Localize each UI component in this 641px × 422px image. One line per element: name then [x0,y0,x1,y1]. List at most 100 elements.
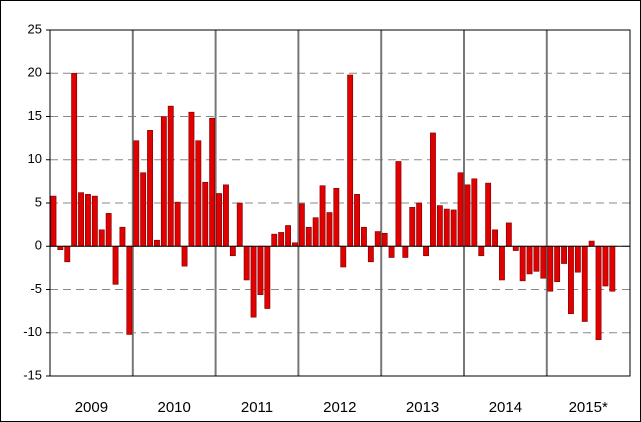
bar [409,207,416,247]
bar [395,161,402,247]
bar [112,245,119,285]
y-tick-label: 10 [28,151,42,166]
bar [64,245,71,263]
bar [50,195,57,247]
bar [519,245,526,282]
bar [388,245,395,258]
bar [298,203,305,247]
bar [526,245,533,275]
bar [154,239,160,247]
bar [119,226,126,247]
bar [561,245,567,264]
x-tick-label: 2013 [406,399,439,416]
bar [533,245,540,272]
bar [547,245,554,292]
y-tick-label: 0 [35,238,42,253]
y-tick-label: 20 [28,65,42,80]
bar [595,245,602,340]
bar [609,245,616,292]
bar [381,232,388,247]
bar [285,225,291,247]
y-tick-label: -15 [23,367,42,382]
bar [312,217,319,247]
bar [471,178,478,247]
bar [361,226,367,247]
bar [236,202,243,247]
bar [568,245,574,315]
bar [209,117,216,247]
y-tick-label: -5 [30,281,42,296]
bar [140,172,147,247]
bar [436,205,443,247]
bar [512,245,519,251]
bar [174,201,181,247]
bar [333,187,340,247]
bar [499,245,505,281]
bar [505,222,512,247]
bar [160,116,167,247]
bar [574,245,581,273]
x-tick-label: 2014 [489,399,522,416]
bar [167,105,174,247]
bar [133,140,140,247]
bar [223,184,229,247]
bar [374,231,381,247]
bar [443,208,450,247]
bar [181,245,188,267]
bar [423,245,429,257]
bar [147,130,153,247]
bar [485,182,492,247]
bar [554,245,561,283]
bar [450,209,457,247]
bar [305,226,312,247]
bar [326,212,333,247]
bar [602,245,609,287]
bar [91,195,98,247]
bar [588,240,595,247]
bar [71,72,78,247]
y-tick-label: 5 [35,194,42,209]
bar [126,245,133,335]
bar [98,229,105,247]
bar [478,245,485,257]
bar [402,245,409,258]
bar [581,245,588,322]
plot-border [49,29,631,377]
bar [216,193,222,247]
bar [354,194,360,247]
bar [250,245,257,318]
y-tick-label: 15 [28,108,42,123]
bar [292,242,298,247]
bar [430,132,436,247]
bar [202,181,209,247]
bar [347,74,354,247]
bar [264,245,271,309]
bar [257,245,264,295]
bar [57,245,64,251]
bar [367,245,374,263]
bar [278,232,285,247]
bar [105,213,112,247]
bar [492,229,498,247]
y-tick-label: 25 [28,21,42,36]
bar [243,245,250,281]
bar [229,245,236,257]
bar [464,184,471,247]
bar [540,245,547,279]
bar [188,111,195,247]
bar [457,172,464,247]
x-tick-label: 2011 [241,399,273,416]
bar [85,194,91,247]
bar [271,233,278,247]
x-tick-label: 2009 [75,399,108,416]
bar [195,140,202,247]
x-tick-label: 2012 [323,399,356,416]
y-tick-label: -10 [23,324,42,339]
bar [319,185,326,247]
bar [416,202,423,247]
x-tick-label: 2015* [569,399,608,416]
bar [78,192,84,247]
x-tick-label: 2010 [158,399,191,416]
bar [340,245,347,268]
